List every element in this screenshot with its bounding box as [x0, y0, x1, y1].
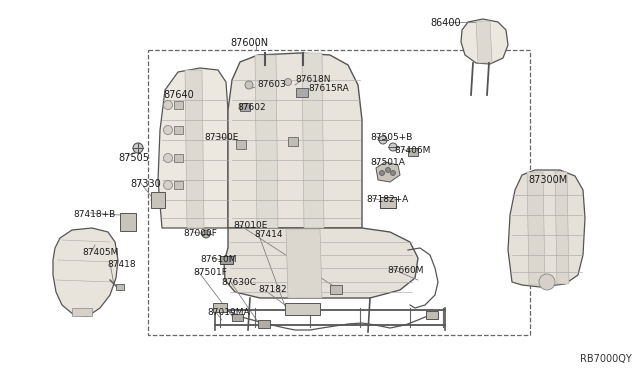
Bar	[174, 126, 183, 134]
Polygon shape	[527, 172, 545, 285]
Polygon shape	[286, 229, 322, 298]
Text: 87414: 87414	[254, 230, 282, 239]
Bar	[285, 303, 320, 315]
Text: 87418: 87418	[107, 260, 136, 269]
Bar	[120, 213, 136, 231]
Bar	[330, 285, 342, 294]
Text: 87501F: 87501F	[193, 268, 227, 277]
Circle shape	[133, 143, 143, 153]
Text: 87405M: 87405M	[82, 248, 118, 257]
Bar	[220, 256, 233, 264]
Text: 87600N: 87600N	[230, 38, 268, 48]
Circle shape	[380, 170, 385, 176]
Bar	[240, 103, 250, 111]
Circle shape	[163, 125, 173, 135]
Bar	[151, 192, 165, 208]
Circle shape	[163, 154, 173, 163]
Bar	[213, 303, 227, 312]
Circle shape	[390, 170, 396, 176]
Circle shape	[163, 100, 173, 109]
Bar	[72, 308, 92, 316]
Circle shape	[389, 143, 397, 151]
Text: 87300E: 87300E	[204, 133, 238, 142]
Text: 87610M: 87610M	[200, 255, 237, 264]
Text: 87418+B: 87418+B	[73, 210, 115, 219]
Polygon shape	[555, 171, 569, 284]
Text: 87182: 87182	[258, 285, 287, 294]
Text: 87330: 87330	[130, 179, 161, 189]
Bar	[380, 197, 396, 208]
Bar	[258, 320, 270, 328]
Text: 87630C: 87630C	[221, 278, 256, 287]
Polygon shape	[158, 68, 228, 228]
Circle shape	[202, 230, 210, 238]
Text: 87010E: 87010E	[233, 221, 268, 230]
Text: RB7000QY: RB7000QY	[580, 354, 632, 364]
Text: 87660M: 87660M	[387, 266, 424, 275]
Polygon shape	[376, 162, 400, 182]
Text: 87618N: 87618N	[295, 75, 330, 84]
Bar	[174, 154, 183, 162]
Polygon shape	[228, 53, 362, 228]
Text: 87603: 87603	[257, 80, 285, 89]
Text: 87000F: 87000F	[183, 229, 217, 238]
Bar	[116, 284, 124, 290]
Circle shape	[385, 167, 390, 173]
Bar	[426, 311, 438, 319]
Bar	[174, 101, 183, 109]
Text: 87300M: 87300M	[528, 175, 567, 185]
Text: 87182+A: 87182+A	[366, 195, 408, 204]
Text: 87602: 87602	[237, 103, 266, 112]
Polygon shape	[461, 19, 508, 64]
Bar	[288, 137, 298, 146]
Circle shape	[539, 274, 555, 290]
Bar	[408, 148, 418, 156]
Bar	[174, 181, 183, 189]
Bar	[296, 88, 308, 97]
Text: 87640: 87640	[163, 90, 194, 100]
Circle shape	[163, 180, 173, 189]
Polygon shape	[476, 21, 492, 63]
Text: 87501A: 87501A	[370, 158, 405, 167]
Circle shape	[285, 78, 291, 86]
Text: 86400: 86400	[430, 18, 461, 28]
Circle shape	[245, 81, 253, 89]
Text: 87505+B: 87505+B	[370, 133, 412, 142]
Polygon shape	[302, 53, 324, 228]
Bar	[232, 314, 243, 321]
Text: 87505: 87505	[118, 153, 149, 163]
Bar	[236, 140, 246, 149]
Bar	[148, 50, 530, 335]
Polygon shape	[508, 170, 585, 287]
Text: 87019MA: 87019MA	[207, 308, 250, 317]
Polygon shape	[185, 70, 204, 228]
Polygon shape	[255, 55, 278, 228]
Text: 87615RA: 87615RA	[308, 84, 349, 93]
Circle shape	[379, 136, 387, 144]
Polygon shape	[224, 228, 418, 298]
Polygon shape	[53, 228, 118, 316]
Text: 87406M: 87406M	[394, 146, 430, 155]
